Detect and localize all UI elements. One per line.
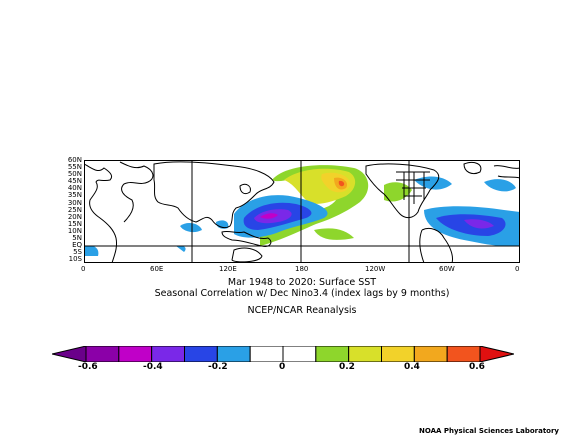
colorbar-label: -0.2 — [208, 362, 228, 372]
correlation-shading — [84, 165, 520, 256]
map-frame — [84, 160, 520, 263]
map-title-line2: Seasonal Correlation w/ Dec Nino3.4 (ind… — [154, 288, 450, 299]
lat-label: 5S — [73, 248, 82, 257]
lat-labels: 60N 55N 50N 45N 40N 35N 30N 25N 20N 15N … — [60, 156, 82, 264]
lat-label: EQ — [72, 241, 82, 250]
colorbar-cell — [85, 346, 120, 362]
lat-label: 35N — [67, 191, 82, 200]
lon-label: 0 — [81, 265, 86, 273]
colorbar-cell — [315, 346, 350, 362]
lat-label: 45N — [67, 177, 82, 186]
lat-label: 25N — [67, 205, 82, 214]
colorbar-cell — [216, 346, 251, 362]
lat-label: 55N — [67, 163, 82, 172]
lon-label: 180 — [295, 265, 309, 273]
colorbar-cell — [151, 346, 185, 362]
lat-label: 15N — [67, 219, 82, 228]
lat-label: 50N — [67, 170, 82, 179]
map-title-line1: Mar 1948 to 2020: Surface SST — [227, 277, 377, 288]
colorbar-label: -0.4 — [143, 362, 163, 372]
lat-label: 60N — [67, 156, 82, 164]
colorbar-cell — [413, 346, 448, 362]
lon-label: 60W — [439, 265, 455, 273]
colorbar-cell — [282, 346, 317, 362]
lat-label: 10N — [67, 226, 82, 235]
colorbar-cell — [381, 346, 415, 362]
lon-label: 120W — [365, 265, 386, 273]
lat-label: 40N — [67, 184, 82, 193]
colorbar-cell — [348, 346, 382, 362]
lon-label: 0 — [515, 265, 520, 273]
colorbar-cell — [249, 346, 284, 362]
lon-label: 120E — [219, 265, 237, 273]
coastlines — [84, 161, 520, 263]
lon-label: 60E — [150, 265, 164, 273]
colorbar-label: 0.6 — [469, 362, 485, 372]
lat-label: 30N — [67, 198, 82, 207]
colorbar — [52, 346, 514, 362]
colorbar-label: 0.4 — [404, 362, 420, 372]
colorbar-cell — [118, 346, 153, 362]
lat-label: 10S — [68, 255, 82, 264]
colorbar-label: 0.2 — [339, 362, 355, 372]
colorbar-label: 0 — [279, 362, 286, 372]
colorbar-over-arrow — [479, 346, 514, 362]
credit-label: NOAA Physical Sciences Laboratory — [418, 427, 559, 435]
lat-label: 5N — [72, 234, 82, 243]
colorbar-under-arrow — [52, 346, 87, 362]
colorbar-cell — [446, 346, 481, 362]
dataset-label: NCEP/NCAR Reanalysis — [247, 305, 357, 316]
lat-label: 20N — [67, 212, 82, 221]
sst-correlation-map — [84, 160, 520, 263]
colorbar-label: -0.6 — [78, 362, 98, 372]
colorbar-cell — [184, 346, 218, 362]
